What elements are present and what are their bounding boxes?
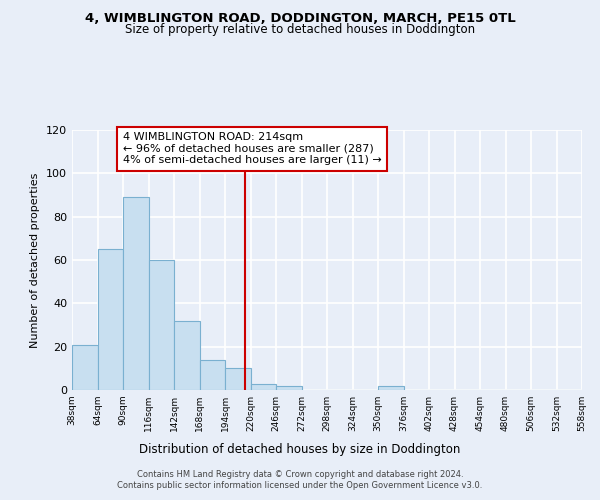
Bar: [199, 360, 225, 390]
Bar: [149, 260, 174, 390]
Text: 4 WIMBLINGTON ROAD: 214sqm
← 96% of detached houses are smaller (287)
4% of semi: 4 WIMBLINGTON ROAD: 214sqm ← 96% of deta…: [123, 132, 382, 166]
Bar: [72, 344, 97, 390]
Y-axis label: Number of detached properties: Number of detached properties: [31, 172, 40, 348]
Text: Distribution of detached houses by size in Doddington: Distribution of detached houses by size …: [139, 442, 461, 456]
Bar: [174, 320, 199, 390]
Text: 4, WIMBLINGTON ROAD, DODDINGTON, MARCH, PE15 0TL: 4, WIMBLINGTON ROAD, DODDINGTON, MARCH, …: [85, 12, 515, 26]
Text: Contains public sector information licensed under the Open Government Licence v3: Contains public sector information licen…: [118, 481, 482, 490]
Bar: [225, 368, 251, 390]
Bar: [276, 386, 302, 390]
Text: Contains HM Land Registry data © Crown copyright and database right 2024.: Contains HM Land Registry data © Crown c…: [137, 470, 463, 479]
Bar: [251, 384, 276, 390]
Bar: [378, 386, 404, 390]
Bar: [123, 197, 149, 390]
Bar: [97, 249, 123, 390]
Text: Size of property relative to detached houses in Doddington: Size of property relative to detached ho…: [125, 22, 475, 36]
